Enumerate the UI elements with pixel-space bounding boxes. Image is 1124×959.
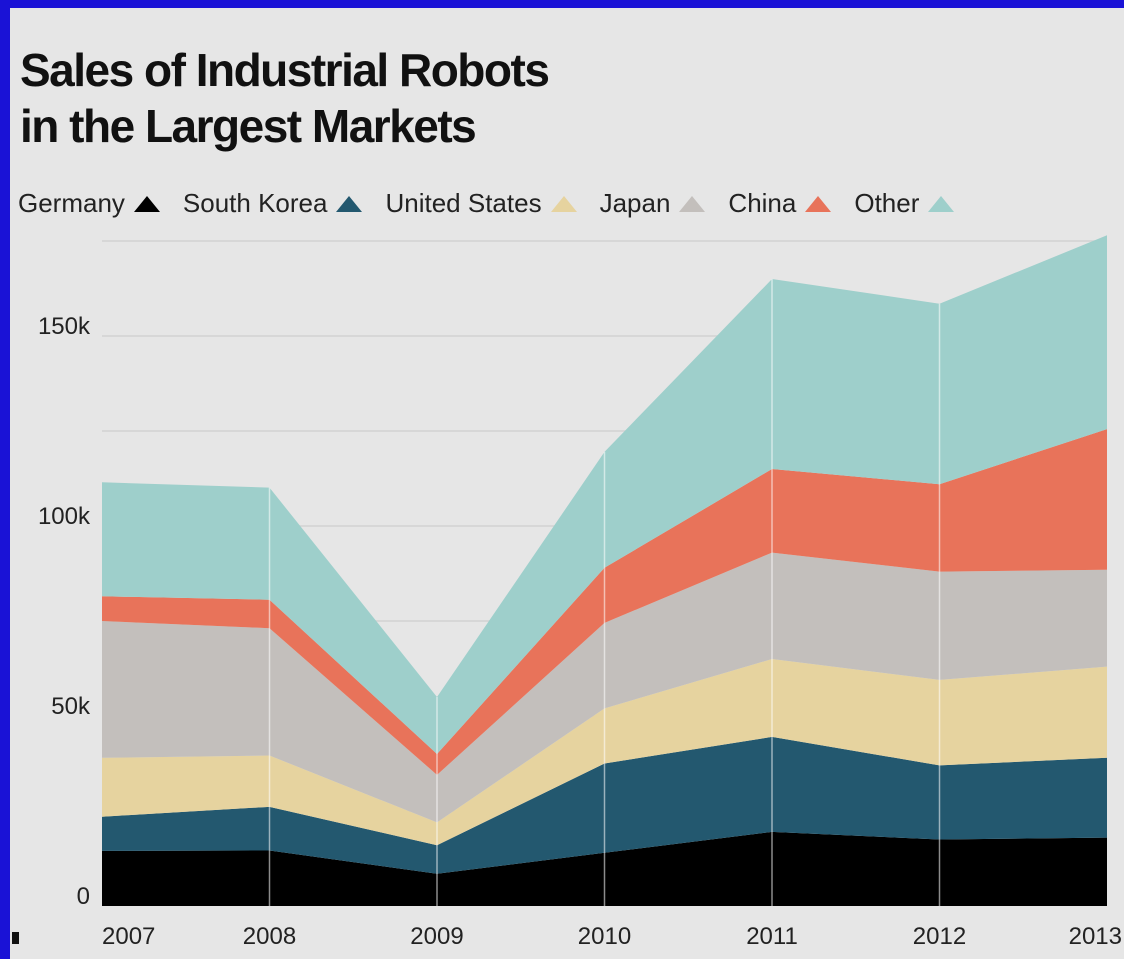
legend-item: Japan bbox=[600, 188, 707, 219]
x-tick-label: 2008 bbox=[243, 923, 296, 950]
legend-triangle-icon bbox=[336, 195, 363, 212]
x-tick-label: 2007 bbox=[102, 923, 155, 950]
x-tick-label: 2011 bbox=[746, 923, 798, 950]
legend-item: Germany bbox=[18, 188, 161, 219]
x-tick-label: 2010 bbox=[578, 923, 631, 950]
legend-item: China bbox=[728, 188, 832, 219]
chart-legend: Germany South Korea United States Japan Chin… bbox=[18, 188, 955, 219]
x-tick-label: 2013 bbox=[1069, 923, 1122, 950]
x-tick-label: 2012 bbox=[913, 923, 966, 950]
y-tick-label: 150k bbox=[38, 313, 91, 340]
legend-item: South Korea bbox=[183, 188, 364, 219]
x-tick-label: 2009 bbox=[410, 923, 463, 950]
legend-triangle-icon bbox=[550, 195, 577, 212]
legend-triangle-icon bbox=[805, 195, 832, 212]
legend-triangle-icon bbox=[133, 195, 160, 212]
legend-label: Germany bbox=[18, 188, 125, 218]
chart-title-line-2: in the Largest Markets bbox=[20, 100, 477, 152]
legend-label: Japan bbox=[599, 188, 671, 218]
y-tick-label: 100k bbox=[38, 503, 91, 530]
legend-label: United States bbox=[385, 188, 542, 218]
legend-item: Other bbox=[854, 188, 955, 219]
chart-title-line-1: Sales of Industrial Robots bbox=[20, 44, 550, 96]
legend-item: United States bbox=[385, 188, 577, 219]
corner-mark bbox=[12, 932, 19, 944]
legend-label: South Korea bbox=[182, 188, 328, 218]
y-tick-label: 0 bbox=[77, 883, 90, 910]
legend-label: Other bbox=[854, 188, 920, 218]
chart-title: Sales of Industrial Robots in the Larges… bbox=[20, 42, 550, 154]
legend-label: China bbox=[728, 188, 797, 218]
legend-triangle-icon bbox=[928, 195, 955, 212]
legend-triangle-icon bbox=[679, 195, 706, 212]
y-tick-label: 50k bbox=[51, 693, 91, 720]
